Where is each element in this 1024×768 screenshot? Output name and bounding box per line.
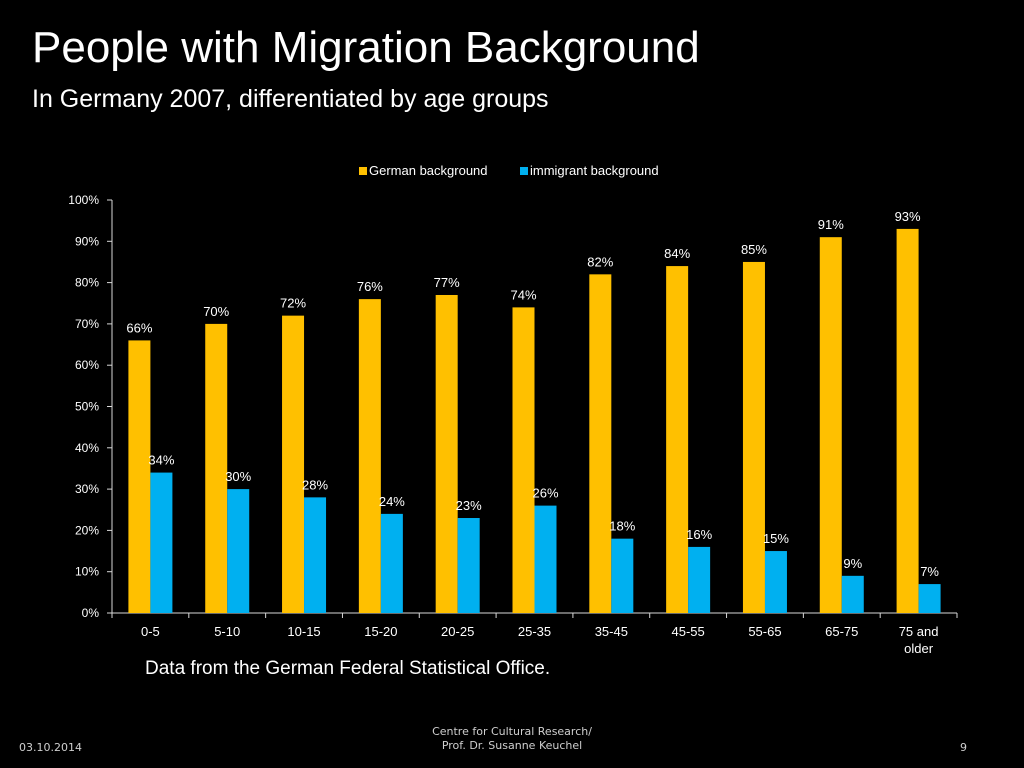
y-tick-label: 90%: [75, 234, 99, 248]
y-tick-label: 10%: [75, 565, 99, 579]
bar-immigrant-background: [534, 505, 557, 613]
bar-german-background: [435, 294, 458, 613]
y-tick-label: 100%: [68, 193, 99, 207]
x-tick-label: 5-10: [214, 624, 240, 639]
bar-immigrant-background: [150, 472, 173, 613]
data-label-german-background: 91%: [818, 217, 844, 232]
y-tick-label: 60%: [75, 358, 99, 372]
data-label-immigrant-background: 9%: [843, 556, 862, 571]
bar-german-background: [896, 228, 919, 613]
bar-immigrant-background: [841, 575, 864, 613]
bar-german-background: [819, 237, 842, 614]
x-tick-label: 65-75: [825, 624, 858, 639]
bar-german-background: [282, 315, 305, 613]
data-label-immigrant-background: 24%: [379, 494, 405, 509]
data-label-german-background: 72%: [280, 296, 306, 311]
bar-chart: 0% 10% 20% 30% 40% 50% 60% 70% 80% 90% 100% 0-5 5-10…: [68, 163, 958, 656]
x-tick-label: 25-35: [518, 624, 551, 639]
slide-subtitle: In Germany 2007, differentiated by age g…: [32, 85, 549, 113]
x-tick-label: 0-5: [141, 624, 160, 639]
bar-german-background: [512, 307, 535, 613]
data-label-german-background: 66%: [126, 320, 152, 335]
bar-immigrant-background: [764, 551, 787, 613]
x-tick-label: 55-65: [748, 624, 781, 639]
y-tick-label: 80%: [75, 276, 99, 290]
x-tick-label: 15-20: [364, 624, 397, 639]
y-tick-label: 40%: [75, 441, 99, 455]
data-label-german-background: 76%: [357, 279, 383, 294]
data-label-german-background: 70%: [203, 304, 229, 319]
data-source-note: Data from the German Federal Statistical…: [145, 658, 551, 679]
legend-label-immigrant-background: immigrant background: [530, 163, 659, 178]
bar-immigrant-background: [611, 538, 634, 613]
footer-credit-line-1: Centre for Cultural Research/: [432, 725, 592, 738]
data-label-german-background: 74%: [510, 287, 536, 302]
bar-immigrant-background: [457, 518, 480, 613]
data-label-immigrant-background: 34%: [148, 453, 174, 468]
data-label-immigrant-background: 18%: [609, 519, 635, 534]
bar-german-background: [666, 266, 689, 613]
slide-title: People with Migration Background: [32, 23, 700, 72]
x-tick-label: older: [904, 641, 934, 656]
y-tick-label: 70%: [75, 317, 99, 331]
x-tick-label: 35-45: [595, 624, 628, 639]
bar-german-background: [128, 340, 151, 613]
data-label-immigrant-background: 28%: [302, 477, 328, 492]
bar-german-background: [205, 323, 228, 613]
data-label-german-background: 84%: [664, 246, 690, 261]
y-tick-label: 50%: [75, 400, 99, 414]
data-label-immigrant-background: 16%: [686, 527, 712, 542]
legend-label-german-background: German background: [369, 163, 488, 178]
y-tick-label: 30%: [75, 482, 99, 496]
data-label-immigrant-background: 15%: [763, 531, 789, 546]
bar-immigrant-background: [304, 497, 327, 613]
x-tick-label: 75 and: [899, 624, 939, 639]
legend-swatch-immigrant-background: [520, 167, 528, 175]
data-label-german-background: 82%: [587, 254, 613, 269]
data-label-german-background: 85%: [741, 242, 767, 257]
x-tick-label: 45-55: [672, 624, 705, 639]
legend-swatch-german-background: [359, 167, 367, 175]
bar-immigrant-background: [688, 546, 711, 613]
data-label-immigrant-background: 26%: [532, 486, 558, 501]
bar-immigrant-background: [918, 584, 941, 613]
x-tick-label: 10-15: [287, 624, 320, 639]
y-tick-label: 0%: [82, 606, 100, 620]
bar-german-background: [742, 261, 765, 613]
data-label-german-background: 93%: [895, 209, 921, 224]
data-label-immigrant-background: 30%: [225, 469, 251, 484]
footer-credit-line-2: Prof. Dr. Susanne Keuchel: [441, 739, 583, 752]
data-label-german-background: 77%: [434, 275, 460, 290]
page-number: 9: [960, 741, 967, 754]
bar-immigrant-background: [227, 489, 250, 613]
footer-date: 03.10.2014: [19, 741, 82, 754]
data-label-immigrant-background: 23%: [456, 498, 482, 513]
bar-german-background: [358, 299, 381, 613]
bar-immigrant-background: [380, 513, 403, 613]
x-tick-label: 20-25: [441, 624, 474, 639]
data-label-immigrant-background: 7%: [920, 564, 939, 579]
y-tick-label: 20%: [75, 523, 99, 537]
bar-german-background: [589, 274, 612, 613]
footer-credit: Centre for Cultural Research/ Prof. Dr. …: [362, 725, 662, 753]
